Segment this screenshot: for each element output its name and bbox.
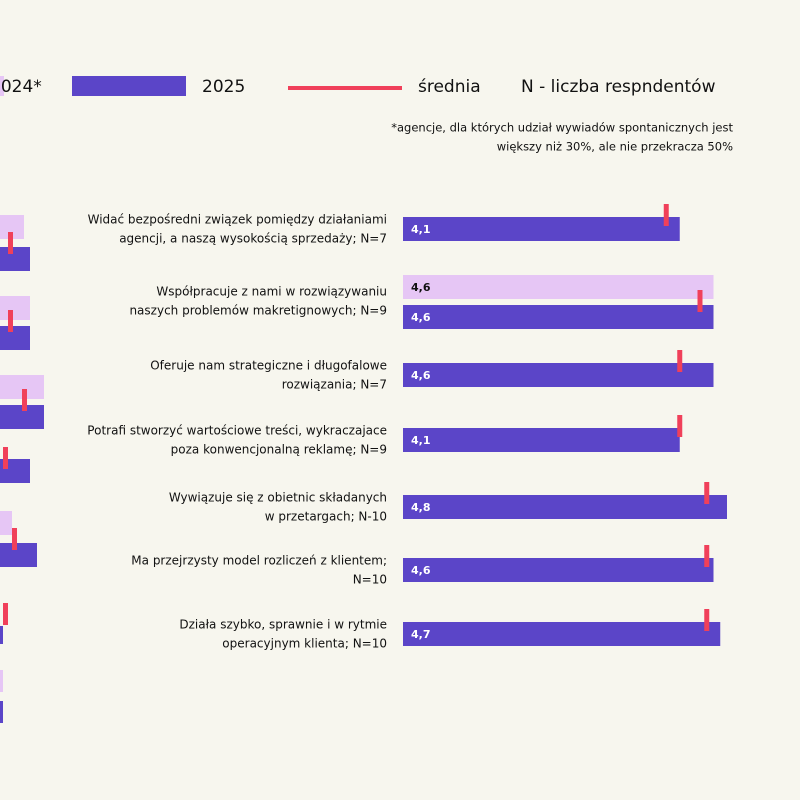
legend-swatch	[0, 76, 4, 96]
cropped-bar	[0, 296, 30, 320]
value-label: 4,8	[411, 501, 431, 514]
note: większy niż 30%, ale nie przekracza 50%	[497, 140, 733, 154]
category-label: agencji, a naszą wysokością sprzedaży; N…	[119, 232, 387, 246]
average-mark	[697, 290, 703, 312]
bar	[403, 495, 727, 519]
cropped-bar	[0, 701, 3, 723]
average-mark	[704, 609, 710, 631]
category-label: Współpracuje z nami w rozwiązywaniu	[156, 285, 387, 299]
cropped-mark	[3, 603, 8, 625]
value-label: 4,1	[411, 223, 431, 236]
n-legend: N - liczba respndentów	[521, 77, 716, 97]
category-label: N=10	[353, 573, 387, 587]
category-label: Ma przejrzysty model rozliczeń z kliente…	[131, 554, 387, 568]
average-mark	[677, 350, 683, 372]
cropped-mark	[12, 528, 17, 550]
cropped-bar	[0, 326, 30, 350]
cropped-mark	[22, 389, 27, 411]
value-label: 4,6	[411, 311, 431, 324]
value-label: 4,6	[411, 564, 431, 577]
average-mark	[677, 415, 683, 437]
cropped-bar	[0, 247, 30, 271]
value-label: 4,6	[411, 369, 431, 382]
category-label: poza konwencjonalną reklamę; N=9	[171, 443, 387, 457]
value-label: 4,1	[411, 434, 431, 447]
legend-label: 2025	[202, 77, 245, 97]
legend-label: średnia	[418, 77, 481, 97]
category-label: Działa szybko, sprawnie i w rytmie	[179, 618, 387, 632]
average-mark	[663, 204, 669, 226]
category-label: Oferuje nam strategiczne i długofalowe	[150, 359, 387, 373]
category-label: operacyjnym klienta; N=10	[222, 637, 387, 651]
category-label: Potrafi stworzyć wartościowe treści, wyk…	[87, 424, 387, 438]
bar	[403, 217, 680, 241]
category-label: w przetargach; N-10	[265, 510, 387, 524]
cropped-panel	[0, 215, 44, 723]
cropped-mark	[3, 447, 8, 469]
average-mark	[704, 482, 710, 504]
bar	[403, 558, 714, 582]
category-label: naszych problemów makretignowych; N=9	[129, 304, 387, 318]
average-mark	[704, 545, 710, 567]
bar	[403, 428, 680, 452]
legend-swatch	[288, 86, 402, 90]
note: *agencje, dla których udział wywiadów sp…	[391, 121, 733, 135]
cropped-mark	[8, 310, 13, 332]
cropped-bar	[0, 670, 3, 692]
value-label: 4,6	[411, 281, 431, 294]
cropped-bar	[0, 511, 12, 535]
bar	[403, 363, 714, 387]
category-label: Widać bezpośredni związek pomiędzy dział…	[88, 213, 387, 227]
bar	[403, 275, 714, 299]
cropped-bar	[0, 543, 37, 567]
cropped-mark	[8, 232, 13, 254]
legend-label: 2024*	[0, 77, 42, 97]
cropped-bar	[0, 626, 3, 644]
category-label: rozwiązania; N=7	[282, 378, 387, 392]
category-label: Wywiązuje się z obietnic składanych	[169, 491, 387, 505]
bar	[403, 305, 714, 329]
legend-swatch	[72, 76, 186, 96]
value-label: 4,7	[411, 628, 431, 641]
bar	[403, 622, 721, 646]
